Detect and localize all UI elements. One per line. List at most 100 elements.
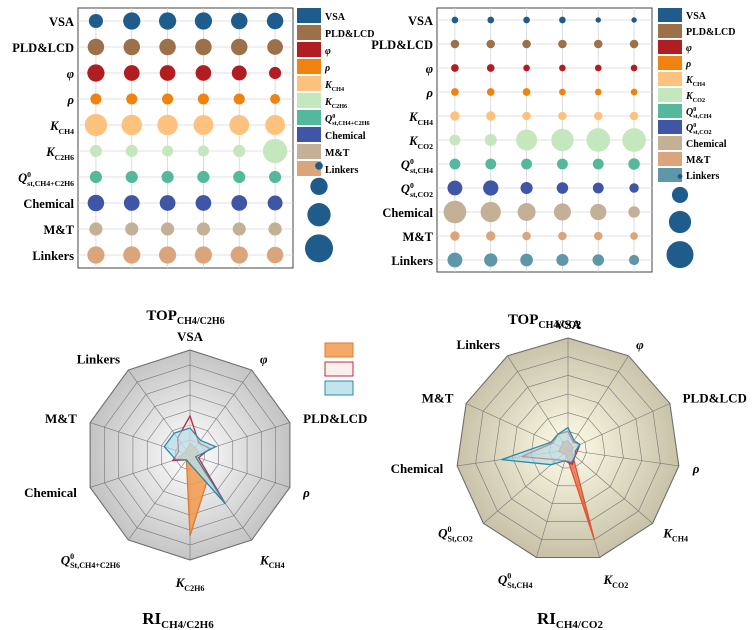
radar-series-top10 (163, 427, 226, 504)
radar-axis-label-part: ρ (302, 485, 310, 500)
radar-axis-label-part: C2H6 (184, 584, 204, 593)
radar-axis-label-part: K (662, 526, 673, 541)
row-label-qst-part: 0 (27, 170, 31, 179)
size-legend-bubble (668, 210, 692, 234)
bubble-link-0 (87, 246, 105, 264)
radar-axis-label-part: CH4 (672, 534, 688, 543)
legend-swatch-link (658, 168, 682, 182)
bubble-qch4-4 (592, 158, 604, 170)
row-label-kc2h6: KC2H6 (45, 145, 74, 162)
radar-axis-label-part: M&T (422, 391, 454, 406)
legend-label-kco2: KCO2 (685, 91, 705, 104)
bubble-chem-4 (590, 203, 607, 221)
legend-swatch-qst (297, 110, 321, 125)
bubble-kc2h6-5 (262, 138, 288, 164)
radar-axis-label: Q0 St,CO2 (438, 525, 473, 543)
bubble-vsa-5 (631, 17, 637, 23)
radar-axis-label: Linkers (457, 337, 500, 352)
bubble-rho-0 (451, 88, 459, 96)
row-label-rho: ρ (426, 86, 434, 100)
radar-ring (475, 356, 661, 540)
size-legend-bubble (305, 234, 333, 263)
row-label-chem-part: Chemical (23, 197, 74, 211)
bubble-kc2h6-3 (197, 145, 209, 157)
legend-label-vsa-part: VSA (325, 12, 346, 23)
bubble-qst-4 (233, 170, 246, 184)
legend-label-qst-part: Q (325, 114, 332, 125)
legend-label-qch4: Q0 st,CH4 (686, 106, 712, 120)
legend-label-rho: ρ (324, 63, 330, 74)
radar-ring (530, 412, 606, 487)
row-label-phi-part: φ (426, 62, 433, 76)
row-label-rho-part: ρ (67, 93, 75, 107)
bubble-mt-1 (486, 231, 496, 241)
bubble-mt-3 (196, 222, 210, 236)
row-label-kc2h6-part: K (45, 145, 56, 159)
row-label-qch4-part: 0 (410, 157, 414, 166)
row-label-link: Linkers (391, 254, 433, 268)
bubble-pld-5 (629, 39, 639, 49)
legend-label-pld-part: PLD&LCD (325, 29, 374, 40)
legend-label-link-part: Linkers (686, 171, 719, 182)
row-label-vsa-part: VSA (408, 14, 433, 28)
row-label-chem: Chemical (23, 197, 74, 211)
bubble-mt-2 (522, 231, 531, 241)
bubble-vsa-3 (194, 12, 213, 30)
bubble-rho-2 (522, 88, 531, 96)
bubble-pld-5 (267, 39, 283, 55)
legend-label-qch4-part: 0 (693, 106, 696, 113)
legend-label-mt: M&T (325, 148, 350, 159)
legend-label-pld-part: PLD&LCD (686, 27, 735, 38)
radar-spoke (536, 449, 569, 558)
bubble-rho-4 (233, 93, 245, 105)
legend-label-qst: Q0 st,CH4+C2H6 (325, 113, 370, 127)
legend-label-kch4-part: CH4 (693, 81, 705, 88)
radar-axis-label-part: Linkers (77, 352, 120, 367)
radar-axis-label-part: M&T (45, 411, 77, 426)
legend-label-kch4: KCH4 (685, 75, 705, 88)
bubble-qco2-2 (520, 181, 533, 195)
legend-label-kc2h6-part: C2H6 (332, 103, 347, 110)
radar-axis-label-part: Linkers (457, 337, 500, 352)
legend-label-kch4-part: CH4 (332, 86, 344, 93)
bubble-qco2-1 (483, 180, 499, 196)
legend-label-mt-part: M&T (325, 148, 350, 159)
row-label-mt-part: M&T (402, 230, 433, 244)
row-label-kch4-part: CH4 (418, 118, 434, 127)
radar-series-top10 (501, 426, 581, 466)
radar-axis-label-part: 0 (70, 552, 74, 561)
bubble-link-4 (230, 246, 248, 264)
bubble-pld-0 (450, 39, 460, 49)
row-label-qco2-part: Q (401, 182, 410, 196)
legend-label-phi: φ (325, 46, 331, 57)
row-label-kch4: KCH4 (408, 110, 433, 127)
radar-axis-label-part: VSA (555, 317, 582, 332)
bubble-mt-3 (558, 231, 567, 241)
bubble-rho-3 (559, 88, 566, 96)
row-label-qst-part: st,CH4+C2H6 (27, 179, 74, 188)
row-label-qst: Q0 st,CH4+C2H6 (18, 170, 74, 188)
bubble-mt-1 (125, 222, 139, 236)
row-label-pld: PLD&LCD (371, 38, 433, 52)
radar-title-sub: CH4/CO2 (556, 619, 604, 630)
bubble-chem-3 (195, 195, 212, 211)
row-label-vsa-part: VSA (49, 15, 74, 29)
bubble-chem-1 (480, 201, 501, 223)
row-label-kch4-part: K (49, 119, 60, 133)
bubble-link-2 (158, 246, 177, 264)
bubble-pld-4 (231, 38, 248, 56)
bubble-pld-2 (522, 39, 531, 49)
row-label-chem-part: Chemical (382, 206, 433, 220)
bubble-rho-1 (126, 93, 138, 105)
radar-axis-label: KCO2 (602, 572, 628, 590)
radar-axis-label: Chemical (391, 461, 444, 476)
bubble-kc2h6-0 (89, 144, 103, 158)
radar-axis-label-part: K (259, 552, 270, 567)
bubble-chem-4 (231, 195, 248, 211)
radar-axis-label-part: φ (260, 352, 268, 367)
radar-axis-label: VSA (177, 329, 204, 344)
radar-axis-label: Chemical (24, 485, 77, 500)
legend-label-vsa-part: VSA (686, 11, 707, 22)
